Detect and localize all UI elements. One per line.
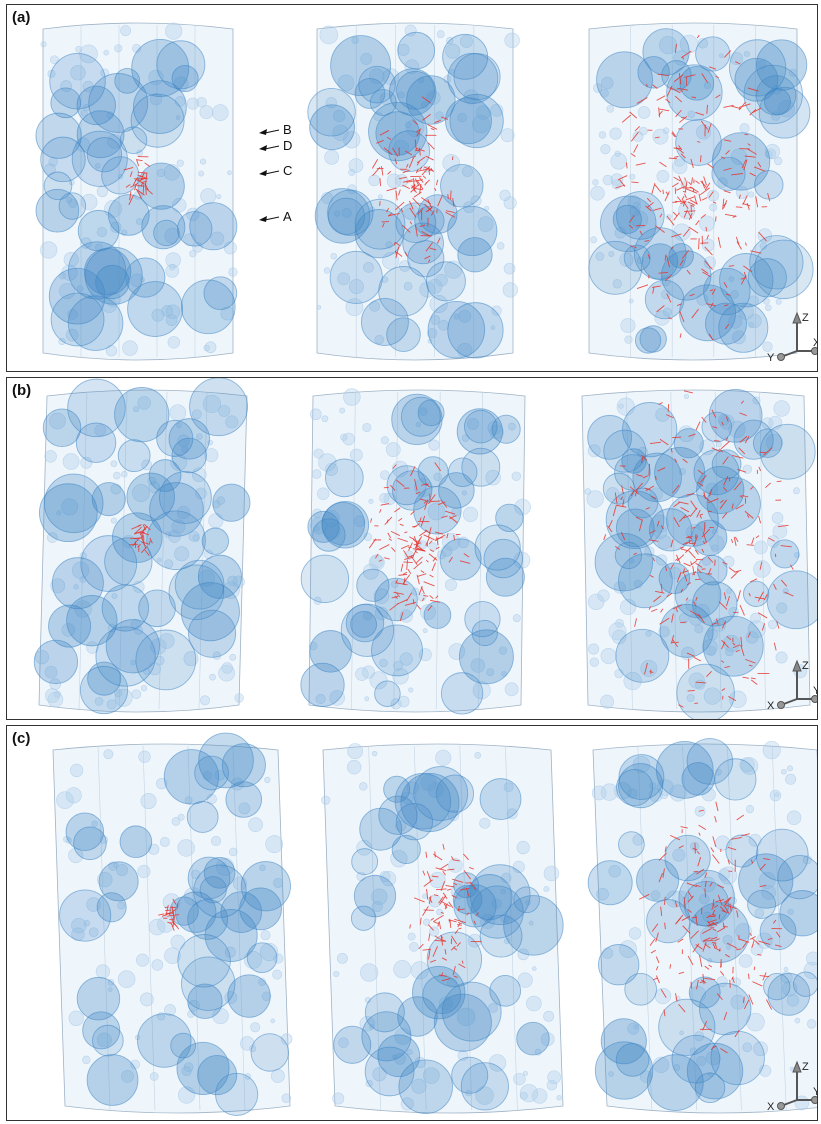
axis-label-right: Y [813, 685, 818, 697]
volume-renderings: Z X Y [33, 378, 818, 719]
panel-a: (a) Z Y X B D C A [6, 4, 818, 372]
panel-b: (b) Z X Y [6, 377, 818, 720]
sample-rendering-2 [307, 22, 520, 361]
axis-label-up: Z [802, 312, 809, 324]
panel-c: (c) Z X Y [6, 725, 818, 1121]
annotation-arrow [259, 145, 280, 151]
axis-label-right: X [813, 337, 818, 349]
annotation-b: B [283, 122, 292, 137]
sample-rendering-3 [581, 388, 817, 719]
axis-label-left: X [767, 700, 775, 712]
cylinder-outline [308, 389, 526, 713]
annotation-c: C [283, 163, 293, 178]
panel-label: (b) [12, 382, 32, 399]
axes-triad-icon: Z X Y [767, 1060, 818, 1113]
sample-rendering-1 [35, 22, 238, 361]
axes-triad-icon: Z Y X [767, 311, 818, 364]
sample-rendering-1 [52, 732, 293, 1116]
volume-renderings: Z X Y [52, 732, 818, 1116]
annotation-arrow [259, 170, 280, 176]
axis-label-left: X [767, 1101, 775, 1113]
annotation-arrow [259, 216, 280, 222]
cylinder-outline [316, 22, 514, 361]
sample-rendering-3 [587, 738, 817, 1114]
sample-row: Z X Y [7, 378, 818, 719]
sample-row: Z X Y [7, 726, 818, 1120]
sample-rendering-1 [33, 378, 251, 715]
axis-label-up: Z [802, 660, 809, 672]
axis-label-left: Y [767, 352, 775, 364]
axes-triad-icon: Z X Y [767, 659, 818, 712]
panel-label: (a) [12, 9, 31, 26]
axis-label-right: Y [813, 1086, 818, 1098]
annotation-d: D [283, 138, 293, 153]
axis-label-up: Z [802, 1061, 809, 1073]
cylinder-outline [322, 743, 564, 1114]
annotation-arrow [259, 129, 280, 135]
volume-renderings: Z Y X [35, 22, 818, 364]
panel-label: (c) [12, 730, 31, 747]
sample-rendering-2 [300, 388, 531, 715]
cylinder-outline [52, 743, 291, 1114]
sample-rendering-2 [321, 743, 564, 1115]
sample-row: Z Y X [7, 5, 818, 371]
annotation-a: A [283, 209, 292, 224]
sample-rendering-3 [588, 22, 814, 361]
